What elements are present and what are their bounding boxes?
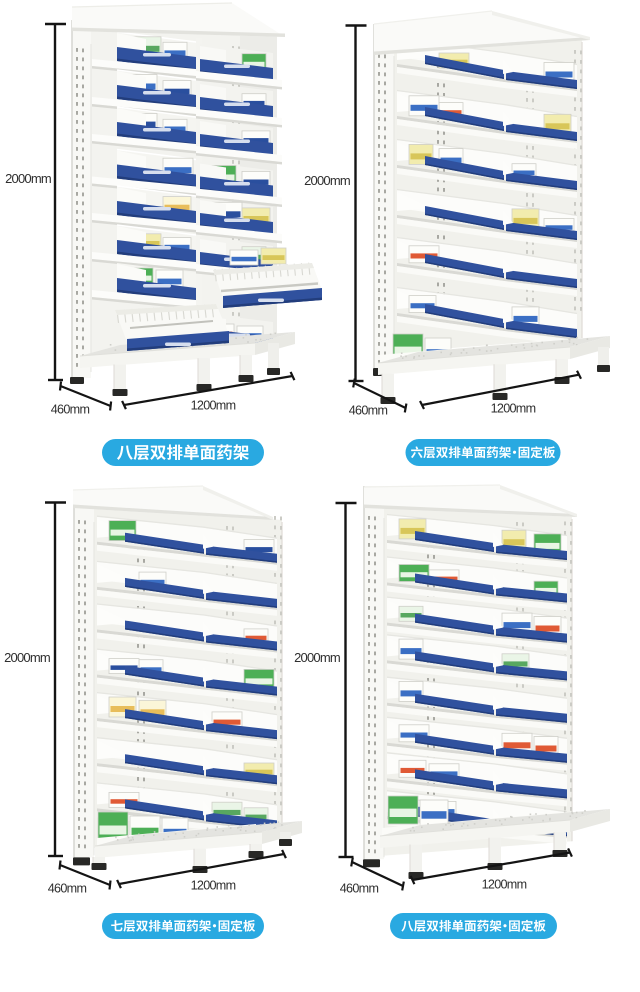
- svg-text:460mm: 460mm: [51, 403, 90, 417]
- svg-text:460mm: 460mm: [349, 404, 388, 418]
- svg-text:2000mm: 2000mm: [4, 650, 50, 665]
- svg-text:2000mm: 2000mm: [294, 650, 340, 665]
- svg-text:2000mm: 2000mm: [304, 173, 350, 188]
- svg-text:460mm: 460mm: [48, 882, 87, 896]
- svg-text:1200mm: 1200mm: [491, 402, 536, 416]
- svg-text:1200mm: 1200mm: [191, 399, 236, 413]
- svg-text:460mm: 460mm: [340, 882, 379, 896]
- svg-text:1200mm: 1200mm: [482, 878, 527, 892]
- svg-text:1200mm: 1200mm: [191, 879, 236, 893]
- svg-text:2000mm: 2000mm: [5, 171, 51, 186]
